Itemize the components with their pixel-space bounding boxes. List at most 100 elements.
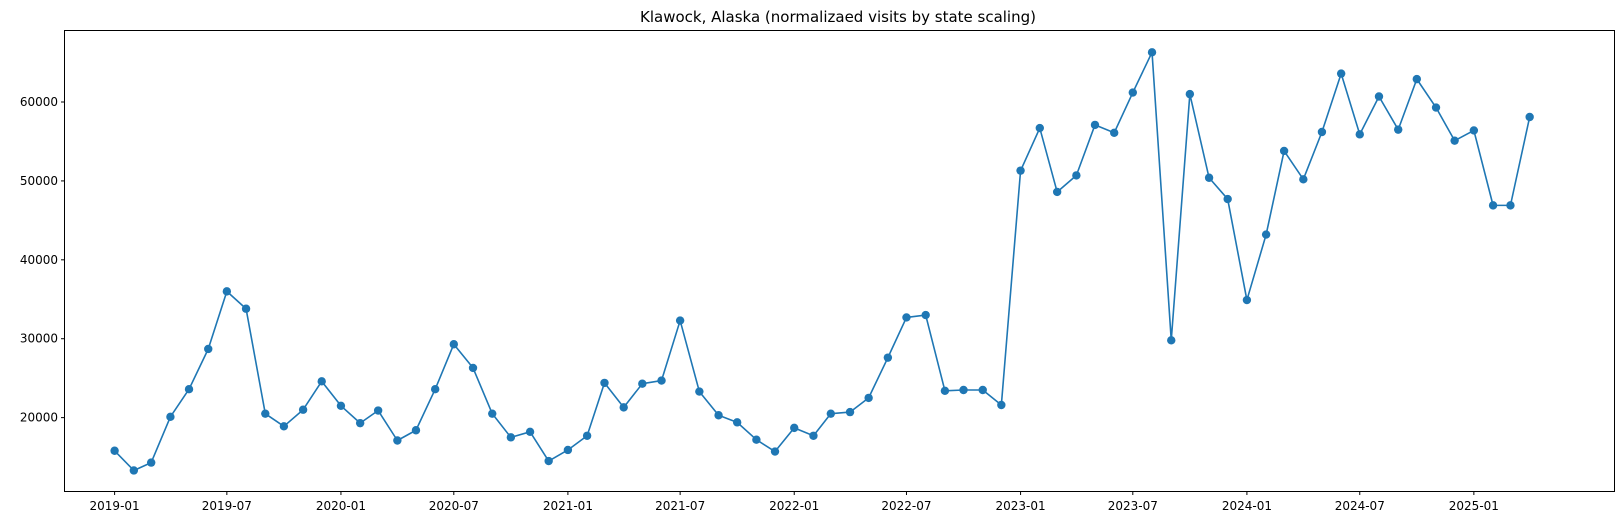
plot-area xyxy=(110,48,1534,475)
data-point xyxy=(317,377,326,386)
data-point xyxy=(1072,171,1081,180)
y-axis: 20000 30000 40000 50000 60000 xyxy=(20,95,65,425)
data-point xyxy=(600,378,609,388)
y-tick-label: 40000 xyxy=(20,253,58,267)
data-point xyxy=(430,385,440,394)
data-point xyxy=(1450,136,1459,145)
data-point xyxy=(714,411,723,420)
data-point xyxy=(864,393,873,403)
axes-frame xyxy=(64,30,1615,492)
data-point xyxy=(1035,123,1044,133)
data-point xyxy=(695,387,704,396)
chart-title: Klawock, Alaska (normalizaed visits by s… xyxy=(640,8,1036,26)
y-tick-label: 50000 xyxy=(20,174,58,188)
x-tick-label: 2021-07 xyxy=(655,499,705,513)
data-point xyxy=(1090,120,1100,130)
data-point xyxy=(1128,88,1138,97)
data-point xyxy=(959,385,968,395)
data-point xyxy=(845,407,855,417)
data-point xyxy=(1052,187,1062,197)
data-point xyxy=(826,409,836,418)
data-point xyxy=(675,316,685,325)
data-point xyxy=(1299,175,1308,184)
data-point xyxy=(393,436,402,445)
data-point xyxy=(525,427,535,437)
data-point xyxy=(770,447,780,456)
data-point xyxy=(544,456,553,466)
data-point xyxy=(222,287,232,296)
x-tick-label: 2024-01 xyxy=(1222,499,1272,513)
data-point xyxy=(373,406,383,415)
data-point xyxy=(1355,130,1364,139)
series-line xyxy=(114,51,1531,472)
data-point xyxy=(1261,230,1271,239)
y-tick-label: 60000 xyxy=(20,95,58,109)
data-point xyxy=(752,435,761,444)
data-point xyxy=(940,386,950,395)
x-tick-label: 2023-07 xyxy=(1108,499,1158,513)
data-point xyxy=(468,363,478,373)
data-point xyxy=(1147,48,1157,57)
data-point xyxy=(921,310,930,320)
data-point xyxy=(1110,128,1119,137)
data-point xyxy=(1317,127,1327,137)
x-tick-label: 2020-07 xyxy=(429,499,479,513)
x-tick-label: 2021-01 xyxy=(543,499,593,513)
data-point xyxy=(411,426,421,435)
data-point xyxy=(638,379,647,388)
x-tick-label: 2022-01 xyxy=(769,499,819,513)
x-axis: 2019-01 2019-07 2020-01 2020-07 2021-01 2021-… xyxy=(90,491,1499,513)
data-point xyxy=(902,313,911,322)
data-point xyxy=(1394,125,1403,134)
x-tick-label: 2020-01 xyxy=(316,499,366,513)
data-point xyxy=(563,445,573,455)
data-point xyxy=(657,376,666,385)
data-point xyxy=(279,422,289,431)
data-point xyxy=(883,353,893,362)
x-tick-label: 2019-07 xyxy=(202,499,252,513)
data-point xyxy=(241,304,251,313)
data-point xyxy=(355,418,365,428)
data-point xyxy=(809,431,818,440)
data-point xyxy=(1525,112,1534,122)
x-tick-label: 2022-07 xyxy=(881,499,931,513)
data-point xyxy=(1223,194,1232,204)
data-point xyxy=(110,446,119,455)
x-tick-label: 2024-07 xyxy=(1335,499,1385,513)
y-tick-label: 20000 xyxy=(20,411,58,425)
data-point xyxy=(1431,103,1441,112)
data-point xyxy=(1506,201,1515,210)
data-point xyxy=(1488,201,1498,210)
data-point xyxy=(1167,336,1176,345)
data-point xyxy=(146,458,156,467)
data-point xyxy=(1336,69,1346,78)
data-point xyxy=(582,431,592,440)
data-point xyxy=(1204,173,1214,182)
y-tick-label: 30000 xyxy=(20,332,58,346)
data-point xyxy=(1469,126,1479,135)
data-point xyxy=(619,403,628,412)
data-point xyxy=(298,405,308,414)
data-point xyxy=(997,400,1006,410)
data-point xyxy=(978,385,987,395)
data-point xyxy=(129,466,139,475)
data-point xyxy=(1412,74,1422,84)
data-point xyxy=(790,423,799,433)
x-tick-label: 2025-01 xyxy=(1449,499,1499,513)
data-point xyxy=(184,385,194,394)
x-tick-label: 2023-01 xyxy=(995,499,1045,513)
data-point xyxy=(488,409,497,418)
data-point xyxy=(166,412,175,422)
data-point xyxy=(1016,166,1025,175)
data-point xyxy=(1374,92,1384,101)
data-point xyxy=(1185,89,1195,99)
data-point xyxy=(1242,295,1252,305)
data-point xyxy=(336,401,346,410)
x-tick-label: 2019-01 xyxy=(90,499,140,513)
data-point xyxy=(506,433,516,442)
data-point xyxy=(1279,146,1289,156)
data-point xyxy=(449,340,459,349)
data-point xyxy=(732,418,742,427)
